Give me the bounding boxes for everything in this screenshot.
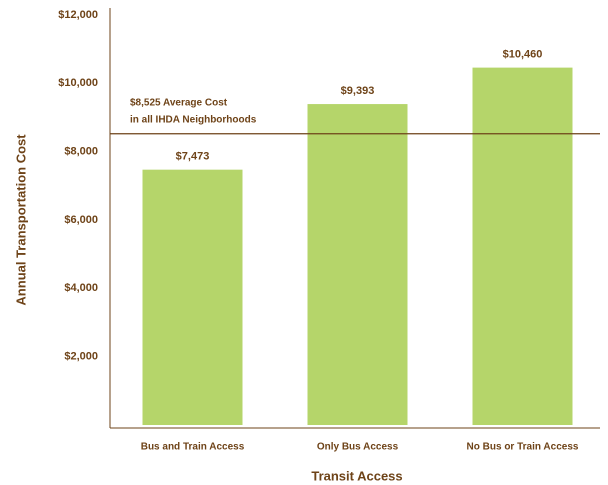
x-tick-label: Bus and Train Access bbox=[141, 442, 245, 453]
x-axis-title: Transit Access bbox=[311, 468, 402, 483]
bar bbox=[472, 67, 573, 425]
x-tick-label: No Bus or Train Access bbox=[467, 442, 579, 453]
y-tick-label: $6,000 bbox=[64, 214, 98, 226]
bar bbox=[307, 104, 408, 425]
reference-label: in all IHDA Neighborhoods bbox=[130, 114, 257, 125]
reference-label: $8,525 Average Cost bbox=[130, 97, 228, 108]
y-tick-label: $2,000 bbox=[64, 351, 98, 363]
value-label: $7,473 bbox=[176, 151, 210, 163]
y-tick-label: $10,000 bbox=[58, 77, 98, 89]
value-label: $9,393 bbox=[341, 85, 375, 97]
bar bbox=[142, 169, 243, 425]
y-tick-label: $8,000 bbox=[64, 146, 98, 158]
y-axis-title: Annual Transportation Cost bbox=[13, 134, 28, 306]
value-label: $10,460 bbox=[503, 49, 543, 61]
y-tick-label: $12,000 bbox=[58, 9, 98, 21]
x-tick-label: Only Bus Access bbox=[317, 442, 399, 453]
y-tick-label: $4,000 bbox=[64, 282, 98, 294]
